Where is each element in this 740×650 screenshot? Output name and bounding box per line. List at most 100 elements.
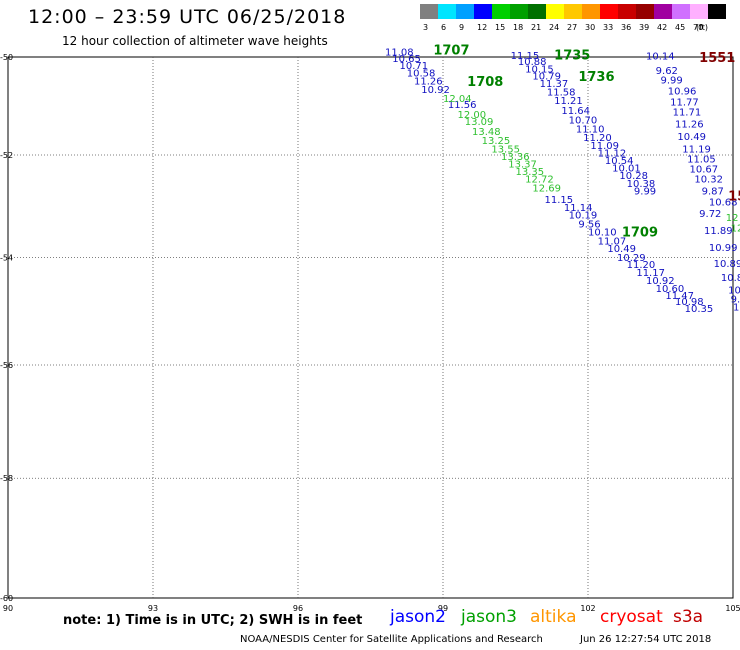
- scale-swatch: [528, 4, 546, 19]
- generated-timestamp: Jun 26 12:27:54 UTC 2018: [580, 634, 712, 645]
- latitude-tick-label: -56: [0, 361, 13, 370]
- legend-item-cryosat: cryosat: [600, 607, 663, 627]
- wave-height-value: 13.48: [472, 127, 501, 138]
- scale-label: 18: [513, 23, 524, 32]
- wave-height-value: 10.60: [656, 284, 685, 295]
- wave-height-value: 11.20: [627, 260, 656, 271]
- wave-height-value: 10.14: [646, 51, 675, 62]
- pass-number-label: 1736: [578, 70, 614, 85]
- scale-swatch: [564, 4, 582, 19]
- latitude-tick-label: -52: [0, 151, 13, 160]
- wave-height-value: 10: [733, 303, 740, 314]
- footer-note: note: 1) Time is in UTC; 2) SWH is in fe…: [63, 613, 363, 628]
- longitude-tick-label: 105: [725, 604, 740, 613]
- latitude-tick-label: -50: [0, 53, 13, 62]
- wave-height-value: 13.09: [465, 117, 494, 128]
- wave-height-value: 10.29: [617, 253, 646, 264]
- scale-label: 36: [621, 23, 632, 32]
- wave-height-value: 11.20: [583, 133, 612, 144]
- scale-label: 70: [693, 23, 704, 32]
- pass-number-label: 1707: [433, 44, 469, 59]
- legend-item-jason3: jason3: [461, 607, 517, 627]
- wave-height-value: 12.72: [525, 175, 554, 186]
- scale-swatch: [708, 4, 726, 19]
- wave-height-value: 10.71: [400, 61, 429, 72]
- wave-height-value: 10.67: [690, 165, 719, 176]
- scale-unit: (ft): [696, 23, 709, 32]
- wave-height-value: 10.39: [728, 285, 740, 296]
- wave-height-value: 10.19: [569, 210, 598, 221]
- wave-height-value: 13.36: [501, 152, 530, 163]
- longitude-tick-label: 99: [438, 604, 448, 613]
- pass-number-label: 1709: [622, 226, 658, 241]
- wave-height-value: 11.26: [414, 77, 443, 88]
- wave-height-value: 10.84: [721, 273, 740, 284]
- wave-height-value: 10.54: [605, 156, 634, 167]
- latitude-tick-label: -60: [0, 594, 13, 603]
- scale-label: 6: [441, 23, 447, 32]
- wave-height-value: 11.15: [545, 195, 574, 206]
- wave-height-value: 11.89: [704, 226, 733, 237]
- wave-height-value: 11.07: [598, 236, 627, 247]
- scale-swatch: [492, 4, 510, 19]
- longitude-tick-label: 90: [3, 604, 13, 613]
- scale-swatch: [546, 4, 564, 19]
- scale-label: 15: [495, 23, 506, 32]
- scale-label: 33: [603, 23, 614, 32]
- longitude-tick-label: 102: [580, 604, 595, 613]
- wave-height-value: 11.10: [576, 125, 605, 136]
- scale-swatch: [672, 4, 690, 19]
- wave-height-value: 10.65: [392, 54, 421, 65]
- wave-height-value: 11.37: [540, 79, 569, 90]
- credit-line: NOAA/NESDIS Center for Satellite Applica…: [240, 634, 543, 645]
- scale-swatch: [690, 4, 708, 19]
- wave-height-value: 9.56: [578, 219, 600, 230]
- legend-item-s3a: s3a: [673, 607, 704, 627]
- wave-height-value: 11.19: [682, 144, 711, 155]
- wave-height-value: 11.47: [665, 291, 694, 302]
- wave-height-value: 10.96: [668, 87, 697, 98]
- wave-height-value: 11.71: [673, 107, 702, 118]
- scale-swatch: [474, 4, 492, 19]
- wave-height-value: 12.04: [443, 94, 472, 105]
- wave-height-value: 10.79: [532, 72, 561, 83]
- legend-item-jason2: jason2: [390, 607, 446, 627]
- scale-swatch: [510, 4, 528, 19]
- scale-swatch: [618, 4, 636, 19]
- legend-item-altika: altika: [530, 607, 577, 627]
- pass-number-label: 1551: [699, 51, 735, 66]
- wave-height-value: 11.17: [636, 268, 665, 279]
- wave-height-value: 11.15: [511, 51, 540, 62]
- scale-label: 39: [639, 23, 650, 32]
- wave-height-value: 11.58: [547, 88, 576, 99]
- scale-swatch: [654, 4, 672, 19]
- wave-height-value: 11.26: [675, 120, 704, 131]
- wave-height-value: 10.58: [407, 68, 436, 79]
- scale-swatch: [582, 4, 600, 19]
- wave-height-value: 13.35: [516, 167, 545, 178]
- scale-swatch: [600, 4, 618, 19]
- wave-height-value: 13.55: [491, 144, 520, 155]
- latitude-tick-label: -54: [0, 253, 13, 262]
- wave-height-value: 10.32: [694, 175, 723, 186]
- wave-height-value: 11.14: [564, 203, 593, 214]
- wave-height-value: 11.77: [670, 97, 699, 108]
- wave-height-value: 11.56: [448, 100, 477, 111]
- wave-height-value: 10.99: [709, 243, 738, 254]
- scale-label: 3: [423, 23, 429, 32]
- page-title: 12:00 – 23:59 UTC 06/25/2018: [28, 6, 347, 28]
- wave-height-value: 11.09: [590, 141, 619, 152]
- scale-label: 9: [459, 23, 465, 32]
- longitude-tick-label: 93: [148, 604, 158, 613]
- scale-label: 24: [549, 23, 560, 32]
- wave-height-value: 9.87: [702, 186, 724, 197]
- scale-label: 27: [567, 23, 578, 32]
- wave-height-value: 13.25: [482, 136, 511, 147]
- scale-label: 12: [477, 23, 488, 32]
- wave-height-value: 11.21: [554, 96, 583, 107]
- wave-height-value: 12: [726, 213, 739, 224]
- latitude-tick-label: -58: [0, 474, 13, 483]
- scale-swatch: [636, 4, 654, 19]
- wave-height-value: 10.89: [714, 259, 740, 270]
